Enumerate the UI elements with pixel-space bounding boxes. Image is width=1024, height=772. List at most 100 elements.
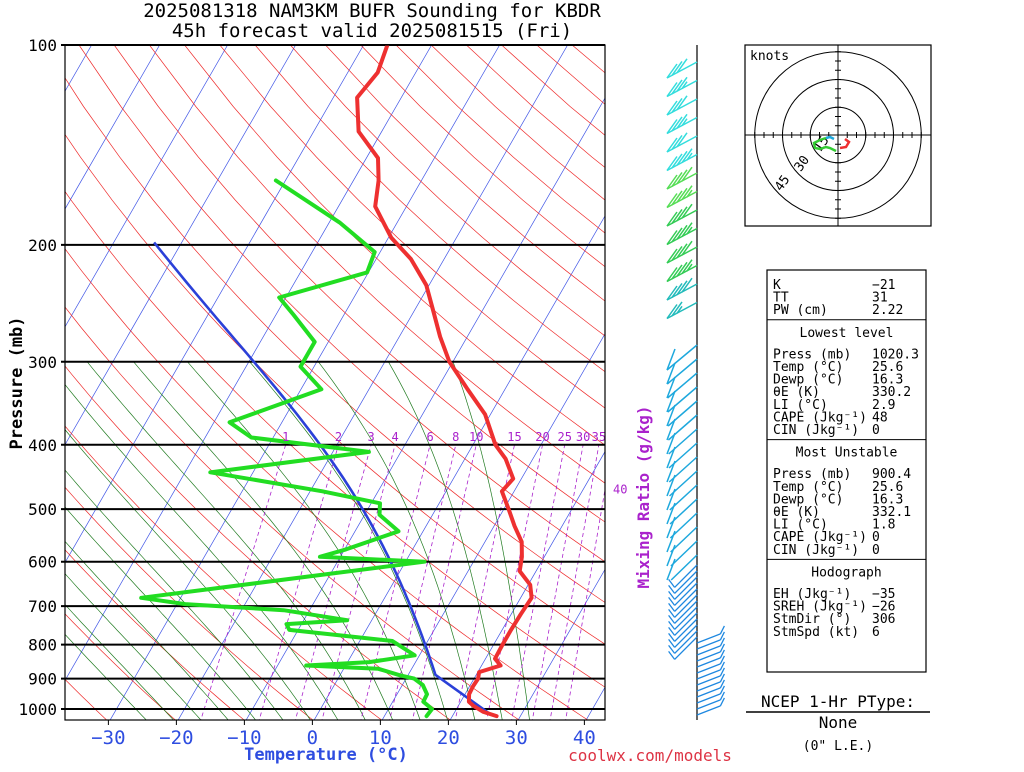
wind-barb [669,625,697,647]
index-label: CIN (Jkg⁻¹) [773,423,859,438]
dry-adiabat-line [431,45,1024,723]
wind-barb [667,457,697,482]
pressure-tick-label: 900 [28,670,57,689]
wind-barb [669,613,697,635]
mixing-ratio-tick-label: 8 [452,430,459,444]
indices-section-title: Hodograph [811,565,881,580]
title-line-1: 2025081318 NAM3KM BUFR Sounding for KBDR [143,0,601,22]
wind-barb [667,345,697,370]
dewpoint-trace [141,181,432,717]
index-value: 6 [872,625,880,640]
pressure-tick-label: 300 [28,353,57,372]
mixing-ratio-tick-label: 4 [391,430,398,444]
wind-barb [667,485,697,510]
pressure-axis-label: Pressure (mb) [7,316,27,449]
temperature-axis-label: Temperature (°C) [244,745,408,765]
wind-barb [669,631,697,653]
mixing-ratio-tick-label: 20 [535,430,549,444]
pressure-tick-label: 100 [28,36,57,55]
sounding-traces [141,45,531,716]
wind-barb [669,583,697,605]
mixing-ratio-tick-label: 2 [335,430,342,444]
index-label: StmSpd (kt) [773,625,859,640]
pressure-tick-label: 200 [28,236,57,255]
indices-section-title: Most Unstable [796,446,898,461]
wind-barb [667,499,697,524]
wind-barb [669,589,697,611]
index-value: 2.22 [872,303,903,318]
wind-barb [667,278,697,300]
ptype-title: NCEP 1-Hr PType: [761,692,915,711]
mixing-ratio-line [532,445,583,723]
index-label: PW (cm) [773,303,828,318]
wind-barb [667,59,697,78]
temperature-tick-label: −20 [159,727,193,749]
wind-barb [667,513,697,538]
index-label: CIN (Jkg⁻¹) [773,543,859,558]
wind-barb [667,302,697,319]
wind-barb [667,387,697,412]
wind-barb [667,241,697,263]
index-value: 0 [872,423,880,438]
temperature-tick-label: 20 [437,727,460,749]
mixing-ratio-line [486,445,542,723]
wind-barb [667,149,697,171]
wind-barb [667,260,697,282]
mixing-ratio-axis-label: Mixing Ratio (g/kg) [634,405,653,588]
wind-barb [669,637,697,659]
mixing-ratio-tick-label: 30 [576,430,590,444]
wind-barb [669,595,697,617]
pressure-tick-label: 1000 [18,700,57,719]
mixing-ratio-tick-label: 25 [557,430,571,444]
temperature-trace [357,45,531,716]
mixing-ratio-tick-label: 1 [282,430,289,444]
credit-label: coolwx.com/models [568,746,732,765]
wind-barb [667,223,697,245]
wind-barb [667,541,697,566]
wind-barb [667,114,697,133]
wind-barb [669,577,697,599]
isotherm-line [40,45,431,723]
wind-barb [667,167,697,189]
mixing-ratio-tick-label: 40 [613,483,627,497]
wind-barb [667,401,697,426]
mixing-ratio-line [321,445,395,723]
wind-barb [669,607,697,629]
isotherm-line [0,45,296,723]
index-value: 0 [872,543,880,558]
temperature-tick-label: −30 [91,727,125,749]
ptype-box: NCEP 1-Hr PType:None(0" L.E.) [746,692,930,754]
pressure-tick-label: 700 [28,597,57,616]
wind-barb [667,186,697,208]
dry-adiabat-line [44,45,800,723]
mixing-ratio-tick-label: 35 [592,430,606,444]
moist-adiabat-line [188,362,422,723]
dry-adiabat-line [0,45,524,723]
wind-barb [667,204,697,226]
mixing-ratio-tick-label: 6 [426,430,433,444]
pressure-tick-label: 600 [28,553,57,572]
mixing-ratio-tick-label: 15 [507,430,521,444]
wind-barb [669,601,697,623]
dry-adiabat-line [0,45,248,723]
wind-barb [667,429,697,454]
pressure-tick-label: 800 [28,636,57,655]
indices-section-title: Lowest level [800,326,894,341]
wind-barb [667,443,697,468]
wind-barb [667,527,697,552]
mixing-ratio-tick-label: 10 [469,430,483,444]
dry-adiabat-line [0,45,593,723]
wind-barb [667,77,697,96]
isotherm-line [380,45,771,723]
wind-barb [669,571,697,593]
wind-barbs [667,45,724,720]
wind-barb [667,415,697,440]
isotherm-line [0,45,228,723]
title-line-2: 45h forecast valid 2025081515 (Fri) [172,20,572,42]
ptype-note: (0" L.E.) [803,739,873,754]
pressure-tick-label: 500 [28,500,57,519]
